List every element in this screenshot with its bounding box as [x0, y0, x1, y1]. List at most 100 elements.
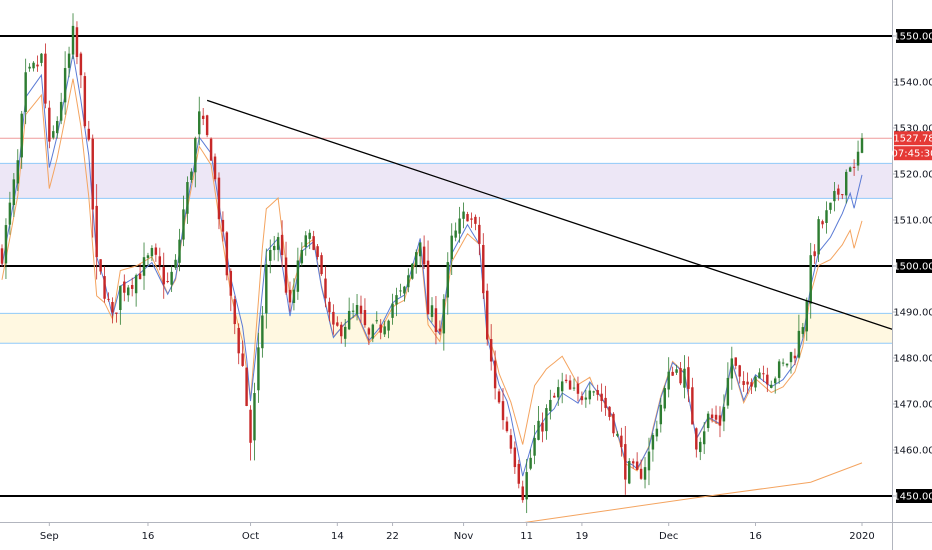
candle[interactable] — [501, 401, 505, 421]
candle[interactable] — [809, 255, 812, 304]
candle[interactable] — [848, 167, 852, 172]
candle[interactable] — [478, 224, 481, 244]
candle[interactable] — [253, 393, 256, 441]
candle[interactable] — [67, 53, 71, 68]
candle[interactable] — [198, 111, 201, 135]
candle[interactable] — [545, 408, 548, 432]
candle[interactable] — [399, 290, 402, 292]
candle[interactable] — [612, 413, 615, 434]
candle[interactable] — [580, 396, 584, 401]
candle[interactable] — [722, 406, 726, 422]
candle[interactable] — [829, 202, 832, 210]
candle[interactable] — [746, 381, 749, 385]
trendline-layer[interactable] — [206, 99, 910, 336]
candle[interactable] — [359, 305, 363, 314]
candle[interactable] — [841, 194, 844, 196]
candle[interactable] — [375, 320, 378, 322]
candle[interactable] — [620, 435, 623, 448]
candle[interactable] — [844, 171, 848, 196]
candle[interactable] — [687, 367, 690, 389]
candle[interactable] — [482, 244, 485, 294]
candle[interactable] — [272, 245, 276, 251]
candle[interactable] — [304, 235, 307, 248]
candle[interactable] — [170, 271, 173, 285]
candle[interactable] — [734, 357, 737, 366]
candle[interactable] — [584, 397, 588, 400]
candle[interactable] — [123, 281, 126, 293]
candle[interactable] — [280, 234, 284, 256]
candle[interactable] — [107, 298, 110, 300]
candle[interactable] — [300, 250, 304, 264]
candle[interactable] — [525, 472, 528, 500]
candle[interactable] — [489, 339, 493, 362]
candle[interactable] — [592, 391, 595, 393]
candle[interactable] — [635, 461, 639, 470]
candle[interactable] — [332, 311, 335, 325]
candle[interactable] — [363, 310, 367, 326]
candle[interactable] — [628, 461, 631, 484]
candle[interactable] — [142, 257, 146, 276]
candle[interactable] — [56, 120, 59, 134]
candle[interactable] — [87, 128, 91, 140]
candle[interactable] — [624, 444, 627, 480]
candle[interactable] — [793, 355, 797, 359]
candle[interactable] — [529, 457, 532, 469]
candle[interactable] — [328, 301, 331, 313]
candle[interactable] — [450, 235, 453, 260]
candle[interactable] — [20, 113, 23, 158]
candle[interactable] — [821, 221, 824, 225]
candle[interactable] — [190, 171, 193, 180]
candle[interactable] — [671, 371, 674, 376]
candle[interactable] — [40, 53, 43, 63]
candle[interactable] — [600, 393, 603, 401]
candle[interactable] — [560, 381, 564, 392]
candle[interactable] — [470, 218, 473, 220]
candle[interactable] — [355, 304, 359, 315]
candle[interactable] — [758, 372, 761, 379]
candle[interactable] — [647, 451, 651, 471]
candle[interactable] — [213, 156, 217, 180]
candle[interactable] — [4, 225, 8, 264]
candle[interactable] — [174, 259, 177, 268]
candle[interactable] — [99, 259, 102, 272]
candle[interactable] — [217, 177, 221, 220]
candle[interactable] — [509, 435, 513, 449]
candle[interactable] — [773, 378, 777, 384]
candle[interactable] — [324, 278, 327, 299]
candle[interactable] — [418, 242, 422, 257]
candle[interactable] — [367, 328, 371, 335]
candle[interactable] — [517, 463, 521, 484]
candle[interactable] — [537, 420, 540, 440]
candle[interactable] — [233, 299, 236, 325]
candle[interactable] — [292, 289, 296, 303]
candle[interactable] — [411, 263, 414, 279]
candle[interactable] — [789, 352, 793, 363]
candle[interactable] — [178, 239, 181, 263]
candle[interactable] — [269, 250, 272, 261]
candle[interactable] — [127, 287, 130, 296]
candle[interactable] — [777, 361, 781, 378]
candle[interactable] — [714, 414, 718, 420]
candle[interactable] — [521, 486, 524, 501]
candle[interactable] — [493, 360, 497, 389]
candle[interactable] — [568, 380, 572, 390]
candle[interactable] — [718, 415, 722, 426]
candle[interactable] — [675, 369, 678, 373]
candle[interactable] — [750, 382, 753, 387]
candle[interactable] — [205, 115, 209, 136]
candle[interactable] — [71, 25, 75, 55]
candle[interactable] — [691, 387, 694, 425]
candle[interactable] — [162, 266, 165, 285]
candle[interactable] — [651, 435, 655, 450]
candle[interactable] — [860, 138, 864, 153]
candle[interactable] — [702, 431, 706, 445]
candle[interactable] — [16, 160, 20, 184]
candle[interactable] — [663, 388, 666, 409]
candle[interactable] — [462, 211, 465, 219]
candle[interactable] — [549, 399, 552, 411]
candle[interactable] — [166, 281, 169, 283]
candle[interactable] — [576, 383, 580, 394]
candle[interactable] — [91, 138, 94, 210]
candle[interactable] — [48, 107, 51, 142]
candle[interactable] — [762, 373, 765, 375]
